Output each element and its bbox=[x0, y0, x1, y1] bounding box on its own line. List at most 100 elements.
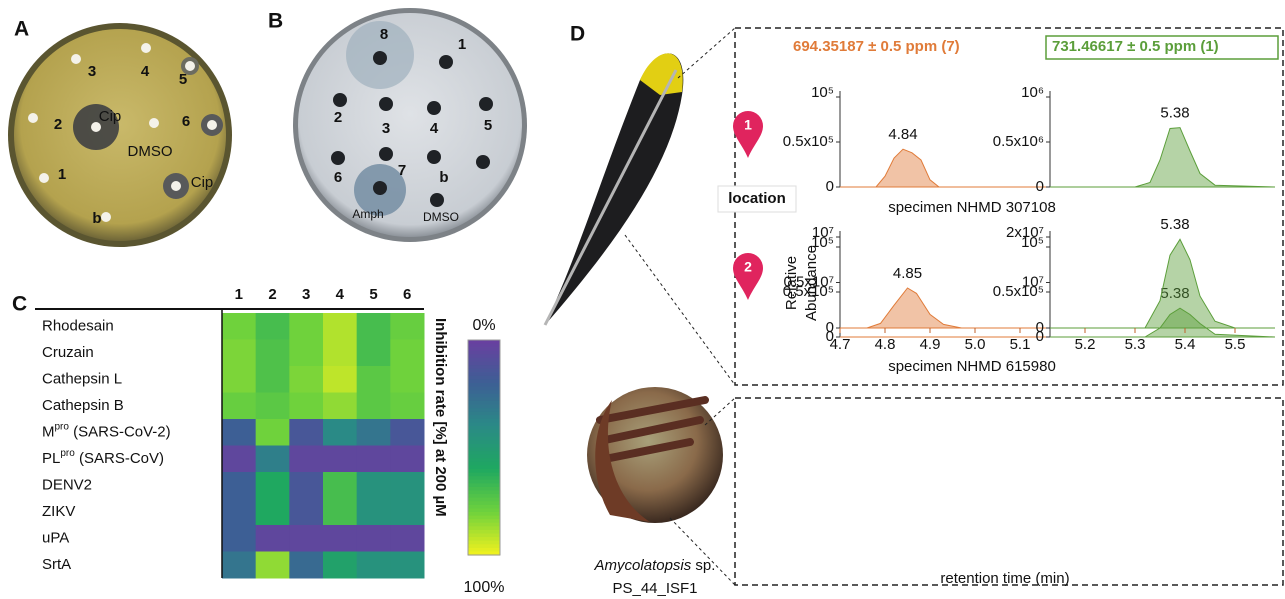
heatmap-cell bbox=[222, 472, 256, 499]
heatmap-cell bbox=[357, 366, 391, 393]
colorbar-segment bbox=[468, 444, 500, 448]
x-tick-label: 4.9 bbox=[920, 336, 941, 353]
colorbar-segment bbox=[468, 508, 500, 512]
panel-label: B bbox=[268, 10, 283, 33]
pin-number: 2 bbox=[744, 259, 752, 275]
plate-a-label: b bbox=[92, 210, 101, 227]
colorbar-segment bbox=[468, 534, 500, 538]
row-label: DENV2 bbox=[42, 476, 92, 493]
colorbar-segment bbox=[468, 419, 500, 423]
colorbar-segment bbox=[468, 426, 500, 430]
plate-a-label: 2 bbox=[54, 116, 62, 133]
colorbar-segment bbox=[468, 347, 500, 351]
heatmap-cell bbox=[256, 393, 290, 420]
row-label-part: PL bbox=[42, 450, 60, 467]
colorbar-segment bbox=[468, 473, 500, 477]
heatmap-cell bbox=[222, 366, 256, 393]
colorbar-segment bbox=[468, 462, 500, 466]
column-label: 2 bbox=[268, 286, 276, 303]
peak-label: 4.85 bbox=[893, 265, 922, 282]
culture-rest: sp. bbox=[691, 557, 715, 574]
colorbar-segment bbox=[468, 530, 500, 534]
heatmap-cell bbox=[357, 313, 391, 340]
heatmap-cell bbox=[357, 552, 391, 579]
heatmap-cell bbox=[357, 340, 391, 367]
colorbar-segment bbox=[468, 390, 500, 394]
heatmap-cell bbox=[289, 366, 323, 393]
heatmap-cell bbox=[323, 313, 357, 340]
plate-a-label: 6 bbox=[182, 113, 190, 130]
figure: ABCD3452Cip6DMSO1Cipb81234576bAmphDMSO12… bbox=[0, 0, 1285, 599]
row-label: uPA bbox=[42, 529, 69, 546]
heatmap-cell bbox=[222, 446, 256, 473]
plate-a-label: 5 bbox=[179, 71, 187, 88]
colorbar-segment bbox=[468, 451, 500, 455]
heatmap-cell bbox=[222, 393, 256, 420]
heatmap-cell bbox=[357, 393, 391, 420]
colorbar-segment bbox=[468, 526, 500, 530]
heatmap-cell bbox=[323, 552, 357, 579]
heatmap-cell bbox=[357, 499, 391, 526]
heatmap-cell bbox=[222, 499, 256, 526]
specimen-label: specimen NHMD 615980 bbox=[888, 358, 1056, 375]
x-tick-label: 5.3 bbox=[1125, 336, 1146, 353]
heatmap-cell bbox=[323, 393, 357, 420]
row-label: Cathepsin B bbox=[42, 397, 124, 414]
x-tick-label: 4.8 bbox=[875, 336, 896, 353]
x-tick-label: 5.0 bbox=[965, 336, 986, 353]
colorbar-segment bbox=[468, 401, 500, 405]
x-tick-label: 5.5 bbox=[1225, 336, 1246, 353]
heatmap-cell bbox=[256, 340, 290, 367]
colorbar-segment bbox=[468, 433, 500, 437]
colorbar-segment bbox=[468, 455, 500, 459]
panel-label: C bbox=[12, 293, 27, 316]
colorbar-segment bbox=[468, 469, 500, 473]
panel-label: A bbox=[14, 18, 29, 41]
row-label-part: Rhodesain bbox=[42, 317, 114, 334]
row-label-part: Cathepsin B bbox=[42, 397, 124, 414]
row-label-part: pro bbox=[55, 421, 70, 432]
column-label: 1 bbox=[235, 286, 243, 303]
heatmap-cell bbox=[289, 393, 323, 420]
x-axis-label: retention time (min) bbox=[940, 570, 1069, 587]
heatmap-cell bbox=[390, 446, 424, 473]
y-tick-label: 10⁷ bbox=[812, 224, 834, 241]
y-tick-label: 0 bbox=[1036, 319, 1044, 336]
colorbar-segment bbox=[468, 415, 500, 419]
feather bbox=[545, 53, 683, 325]
heatmap-cell bbox=[323, 499, 357, 526]
row-label-part: ZIKV bbox=[42, 503, 75, 520]
heatmap-cell bbox=[289, 472, 323, 499]
colorbar-segment bbox=[468, 365, 500, 369]
heatmap-cell bbox=[289, 446, 323, 473]
row-label: Mpro (SARS-CoV-2) bbox=[42, 421, 171, 440]
specimen-label: specimen NHMD 307108 bbox=[888, 199, 1056, 216]
heatmap-cell bbox=[256, 446, 290, 473]
y-tick-label: 10⁵ bbox=[811, 84, 834, 101]
y-tick-label: 0.5x10⁶ bbox=[993, 133, 1044, 150]
y-tick-label: 0 bbox=[826, 319, 834, 336]
heatmap-cell bbox=[323, 340, 357, 367]
heatmap-cell bbox=[390, 393, 424, 420]
heatmap-cell bbox=[390, 340, 424, 367]
plate-a-label: Cip bbox=[99, 108, 122, 125]
y-tick-label: 0 bbox=[826, 178, 834, 195]
colorbar-segment bbox=[468, 376, 500, 380]
heatmap-cell bbox=[256, 472, 290, 499]
row-label: Rhodesain bbox=[42, 317, 114, 334]
culture-plate bbox=[587, 387, 723, 523]
plate-a-label: 4 bbox=[141, 63, 150, 80]
colorbar-segment bbox=[468, 483, 500, 487]
plate-b-label: 7 bbox=[398, 162, 406, 179]
culture-genus: Amycolatopsis bbox=[594, 557, 692, 574]
colorbar-segment bbox=[468, 512, 500, 516]
plate-b-label: 5 bbox=[484, 117, 492, 134]
colorbar-segment bbox=[468, 480, 500, 484]
row-label-part: DENV2 bbox=[42, 476, 92, 493]
colorbar-segment bbox=[468, 387, 500, 391]
colorbar-segment bbox=[468, 544, 500, 548]
plate-b-label: Amph bbox=[352, 207, 383, 221]
heatmap-cell bbox=[323, 419, 357, 446]
x-tick-label: 5.1 bbox=[1010, 336, 1031, 353]
colorbar-segment bbox=[468, 440, 500, 444]
